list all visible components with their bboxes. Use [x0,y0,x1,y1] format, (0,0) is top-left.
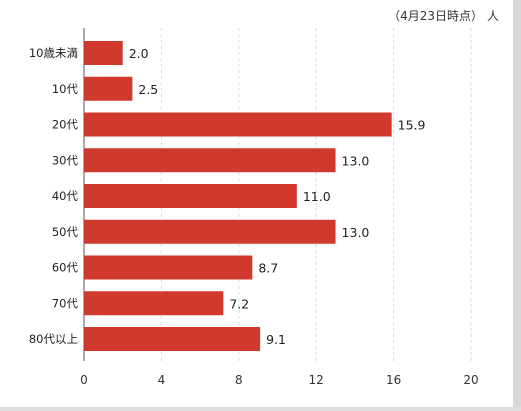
category-label: 10代 [52,82,79,96]
data-label: 9.1 [266,332,286,347]
category-label: 30代 [52,153,79,167]
x-tick-label: 4 [158,373,166,387]
x-tick-label: 8 [235,373,243,387]
data-label: 8.7 [258,261,278,276]
category-label: 80代以上 [29,332,78,346]
data-label: 11.0 [303,189,331,204]
category-label: 70代 [52,296,79,310]
category-label: 20代 [52,118,79,132]
bar [84,41,123,65]
bar [84,255,253,280]
category-label: 60代 [52,261,79,275]
data-label: 13.0 [342,225,370,240]
data-label: 13.0 [342,153,370,168]
x-tick-label: 12 [309,373,324,387]
unit-label: 人 [486,9,499,23]
x-tick-label: 16 [386,373,401,387]
x-tick-label: 20 [463,373,478,387]
bar [84,291,224,316]
chart-note: （4月23日時点）人 [384,7,499,24]
data-label: 7.2 [229,296,249,311]
labels: 0 4 8 12 16 20 10歳未満 2.0 10代 2.5 20代 15.9 30代 13.0 40代… [29,46,479,387]
bar [84,327,261,351]
date-note: （4月23日時点） [388,9,483,23]
bar [84,76,133,101]
bars [84,41,392,351]
bar [84,112,392,137]
window-edge-bottom [0,407,521,411]
window-edge [513,0,521,411]
data-label: 15.9 [398,118,426,133]
bar [84,148,336,173]
category-label: 40代 [52,189,79,203]
bar [84,219,336,244]
category-label: 10歳未満 [29,46,78,60]
data-label: 2.0 [129,46,149,61]
bar [84,184,297,208]
x-tick-label: 0 [80,373,88,387]
category-label: 50代 [52,225,79,239]
data-label: 2.5 [138,82,158,97]
